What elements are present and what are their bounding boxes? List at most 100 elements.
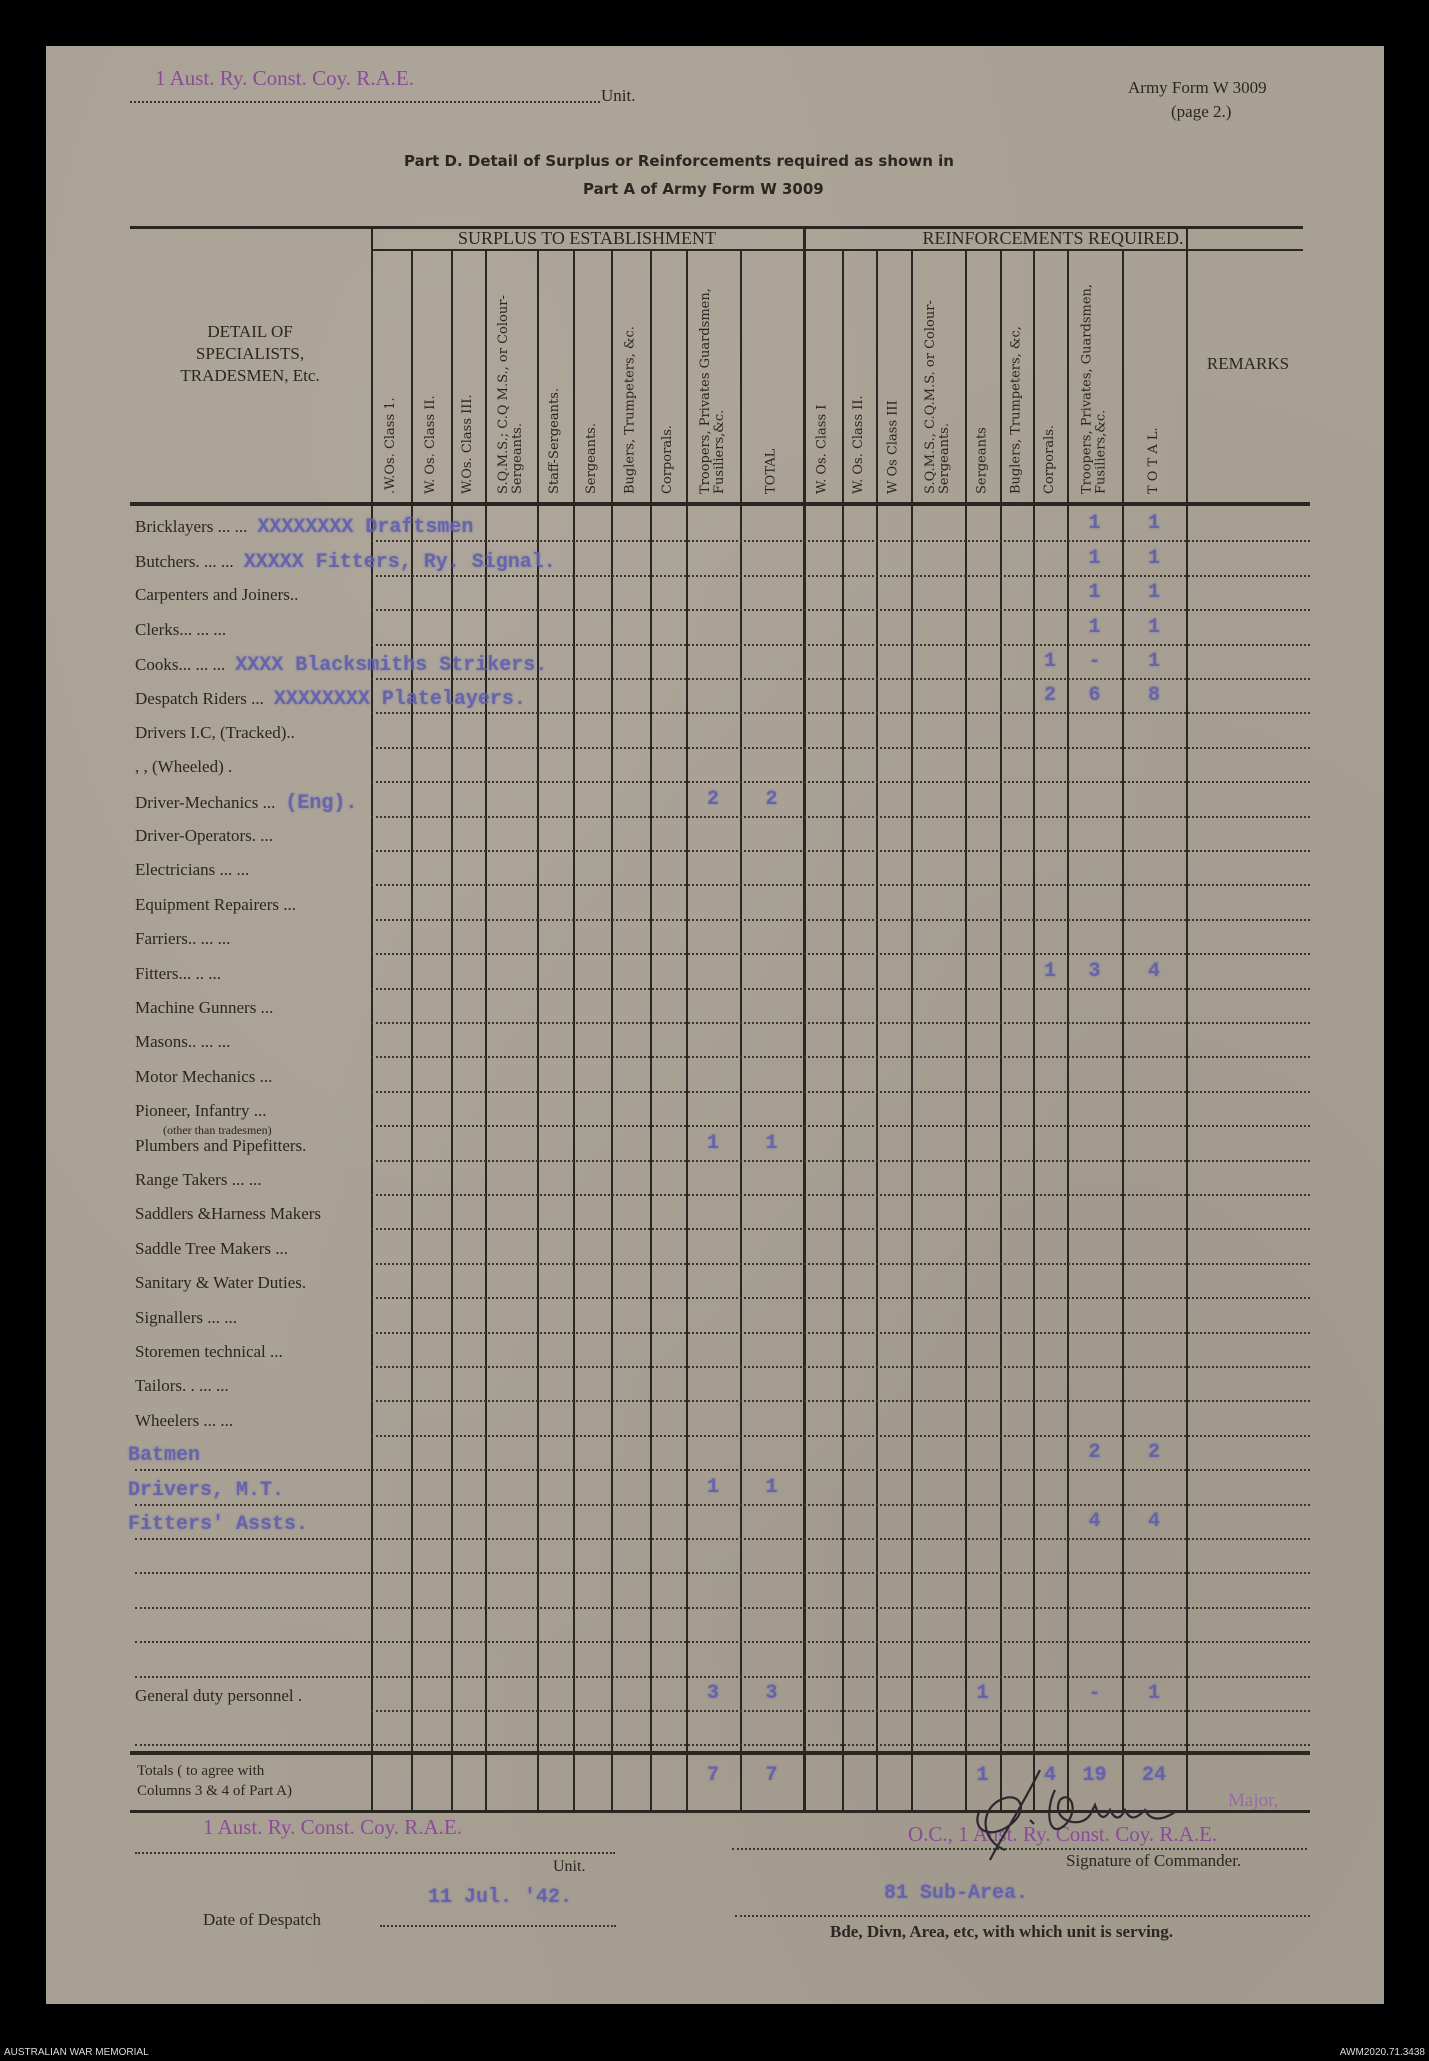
surplus-column-header: .W.Os. Class 1. — [383, 397, 398, 494]
reinforcement-cell: 1 — [1147, 581, 1160, 605]
row-rule — [371, 1297, 1310, 1300]
row-rule — [371, 1434, 1310, 1437]
row-rule — [371, 987, 1310, 990]
surplus-column-header: W.Os. Class III. — [460, 394, 475, 494]
area-line — [735, 1915, 1310, 1917]
reinforcement-cell: 1 — [1147, 615, 1160, 639]
row-label-group: Wheelers ... ... — [135, 1411, 233, 1430]
row-rule — [371, 746, 1310, 749]
row-rule — [135, 1744, 1310, 1747]
row-label: Plumbers and Pipefitters. — [135, 1135, 307, 1155]
reinforcement-cell: 6 — [1088, 684, 1101, 708]
totals-rule — [130, 1751, 1310, 1755]
reinforcement-total-cell: 1 — [976, 1764, 989, 1787]
date-value: 11 Jul. '42. — [428, 1886, 573, 1909]
row-rule — [135, 1572, 1310, 1575]
row-label-group: Drivers I.C, (Tracked).. — [135, 723, 295, 742]
totals-label-line1: Totals ( to agree with — [137, 1763, 265, 1779]
reinforcement-cell: 2 — [1088, 1441, 1101, 1465]
column-divider — [611, 250, 613, 1810]
archive-credit: AUSTRALIAN WAR MEMORIAL — [4, 2047, 149, 2058]
row-label: Range Takers ... ... — [135, 1170, 262, 1189]
surplus-column-header: Troopers, Privates Guardsmen, Fusiliers,… — [698, 288, 727, 494]
reinforcement-cell: 4 — [1147, 959, 1160, 983]
reinforcement-column-header: Buglers, Trumpeters, &c, — [1008, 326, 1024, 494]
unit-line — [130, 101, 600, 103]
column-divider — [1000, 250, 1002, 1810]
reinforcement-cell: 1 — [1088, 581, 1101, 605]
detail-header-line: TRADESMEN, Etc. — [180, 366, 320, 385]
row-rule — [371, 1331, 1310, 1334]
surplus-column-header: Sergeants. — [584, 423, 599, 494]
column-divider — [485, 250, 487, 1810]
row-rule — [371, 1366, 1310, 1368]
surplus-column-header: TOTAL — [763, 448, 779, 494]
detail-header-line: DETAIL OF — [207, 322, 293, 341]
reinforcement-cell: 1 — [1043, 650, 1056, 673]
reinforcement-total-cell: 19 — [1082, 1764, 1107, 1787]
surplus-cell: 2 — [706, 787, 719, 811]
column-divider — [965, 250, 967, 1810]
row-rule — [135, 1675, 1310, 1678]
row-label-group: Machine Gunners ... — [135, 998, 273, 1017]
row-label: Saddlers &Harness Makers — [135, 1204, 322, 1224]
reinforcement-column-header: Corporals. — [1042, 424, 1057, 494]
footer-unit-line — [135, 1852, 615, 1854]
row-label-group: Farriers.. ... ... — [135, 929, 230, 948]
archive-id: AWM2020.71.3438 — [1339, 2047, 1425, 2058]
row-label-group: Range Takers ... ... — [135, 1170, 261, 1189]
column-divider — [537, 250, 539, 1810]
surplus-cell: 2 — [765, 787, 778, 811]
row-label-group: Signallers ... ... — [135, 1308, 237, 1327]
remarks-header: REMARKS — [1206, 354, 1290, 373]
row-rule — [371, 884, 1310, 887]
reinforcement-total-cell: 24 — [1141, 1764, 1166, 1787]
group-header-rule — [371, 249, 1303, 251]
column-divider — [573, 250, 575, 1810]
row-rule — [371, 1022, 1310, 1024]
row-label-group: Plumbers and Pipefitters. — [135, 1136, 306, 1155]
row-label: Pioneer, Infantry ... — [135, 1101, 267, 1121]
row-label-group: Motor Mechanics ... — [135, 1067, 272, 1086]
surplus-column-header: Buglers, Trumpeters, &c. — [622, 326, 638, 494]
row-label: Bricklayers ... ... — [135, 517, 248, 537]
row-rule — [371, 1159, 1310, 1162]
row-label-group: Masons.. ... ... — [135, 1032, 230, 1051]
reinforcement-cell: 3 — [1088, 959, 1101, 983]
reinforcement-total-cell: 4 — [1043, 1764, 1056, 1787]
row-typed-trade: Fitters' Assts. — [128, 1513, 309, 1536]
row-label-group: Clerks... ... ... — [135, 620, 226, 639]
reinforcement-cell: 4 — [1147, 1510, 1160, 1533]
row-label-group: Tailors. . ... ... — [135, 1376, 229, 1395]
date-line — [380, 1925, 616, 1927]
reinforcement-column-header: W Os Class III — [885, 400, 901, 494]
reinforcement-cell: 1 — [1088, 512, 1101, 536]
header-bottom-rule — [130, 502, 1310, 506]
row-typed-trade: Batmen — [128, 1444, 201, 1468]
form-id: Army Form W 3009 — [1128, 78, 1267, 97]
row-rule — [371, 781, 1310, 784]
surplus-cell: 1 — [765, 1131, 778, 1155]
reinforcement-column-header: Troopers, Privates, Guardsmen, Fusiliers… — [1079, 283, 1109, 494]
row-rule — [371, 1194, 1310, 1196]
row-label: Driver-Mechanics ... — [135, 792, 276, 812]
row-label: Equipment Repairers ... — [135, 894, 296, 914]
reinforcement-cell: 1 — [976, 1682, 989, 1705]
row-rule — [371, 1056, 1310, 1059]
row-label: Machine Gunners ... — [135, 998, 274, 1017]
reinforcement-cell: 2 — [1147, 1441, 1160, 1465]
row-rule — [135, 1606, 1310, 1609]
row-rule — [371, 815, 1310, 818]
reinforcement-cell: 1 — [1147, 1682, 1160, 1705]
row-label-group: Driver-Operators. ... — [135, 826, 273, 845]
form-title-line1: Part D. Detail of Surplus or Reinforceme… — [404, 152, 954, 170]
column-divider — [1186, 227, 1188, 1810]
row-label-group: Butchers. ... ... XXXXX Fitters, Ry. Sign… — [135, 551, 556, 574]
area-label: Bde, Divn, Area, etc, with which unit is… — [830, 1922, 1174, 1941]
row-rule — [371, 1262, 1310, 1265]
row-rule — [371, 1125, 1310, 1128]
row-label: Sanitary & Water Duties. — [135, 1273, 307, 1293]
surplus-cell: 1 — [706, 1475, 719, 1499]
column-divider — [650, 250, 652, 1810]
reinforcement-cell: 1 — [1147, 546, 1160, 570]
